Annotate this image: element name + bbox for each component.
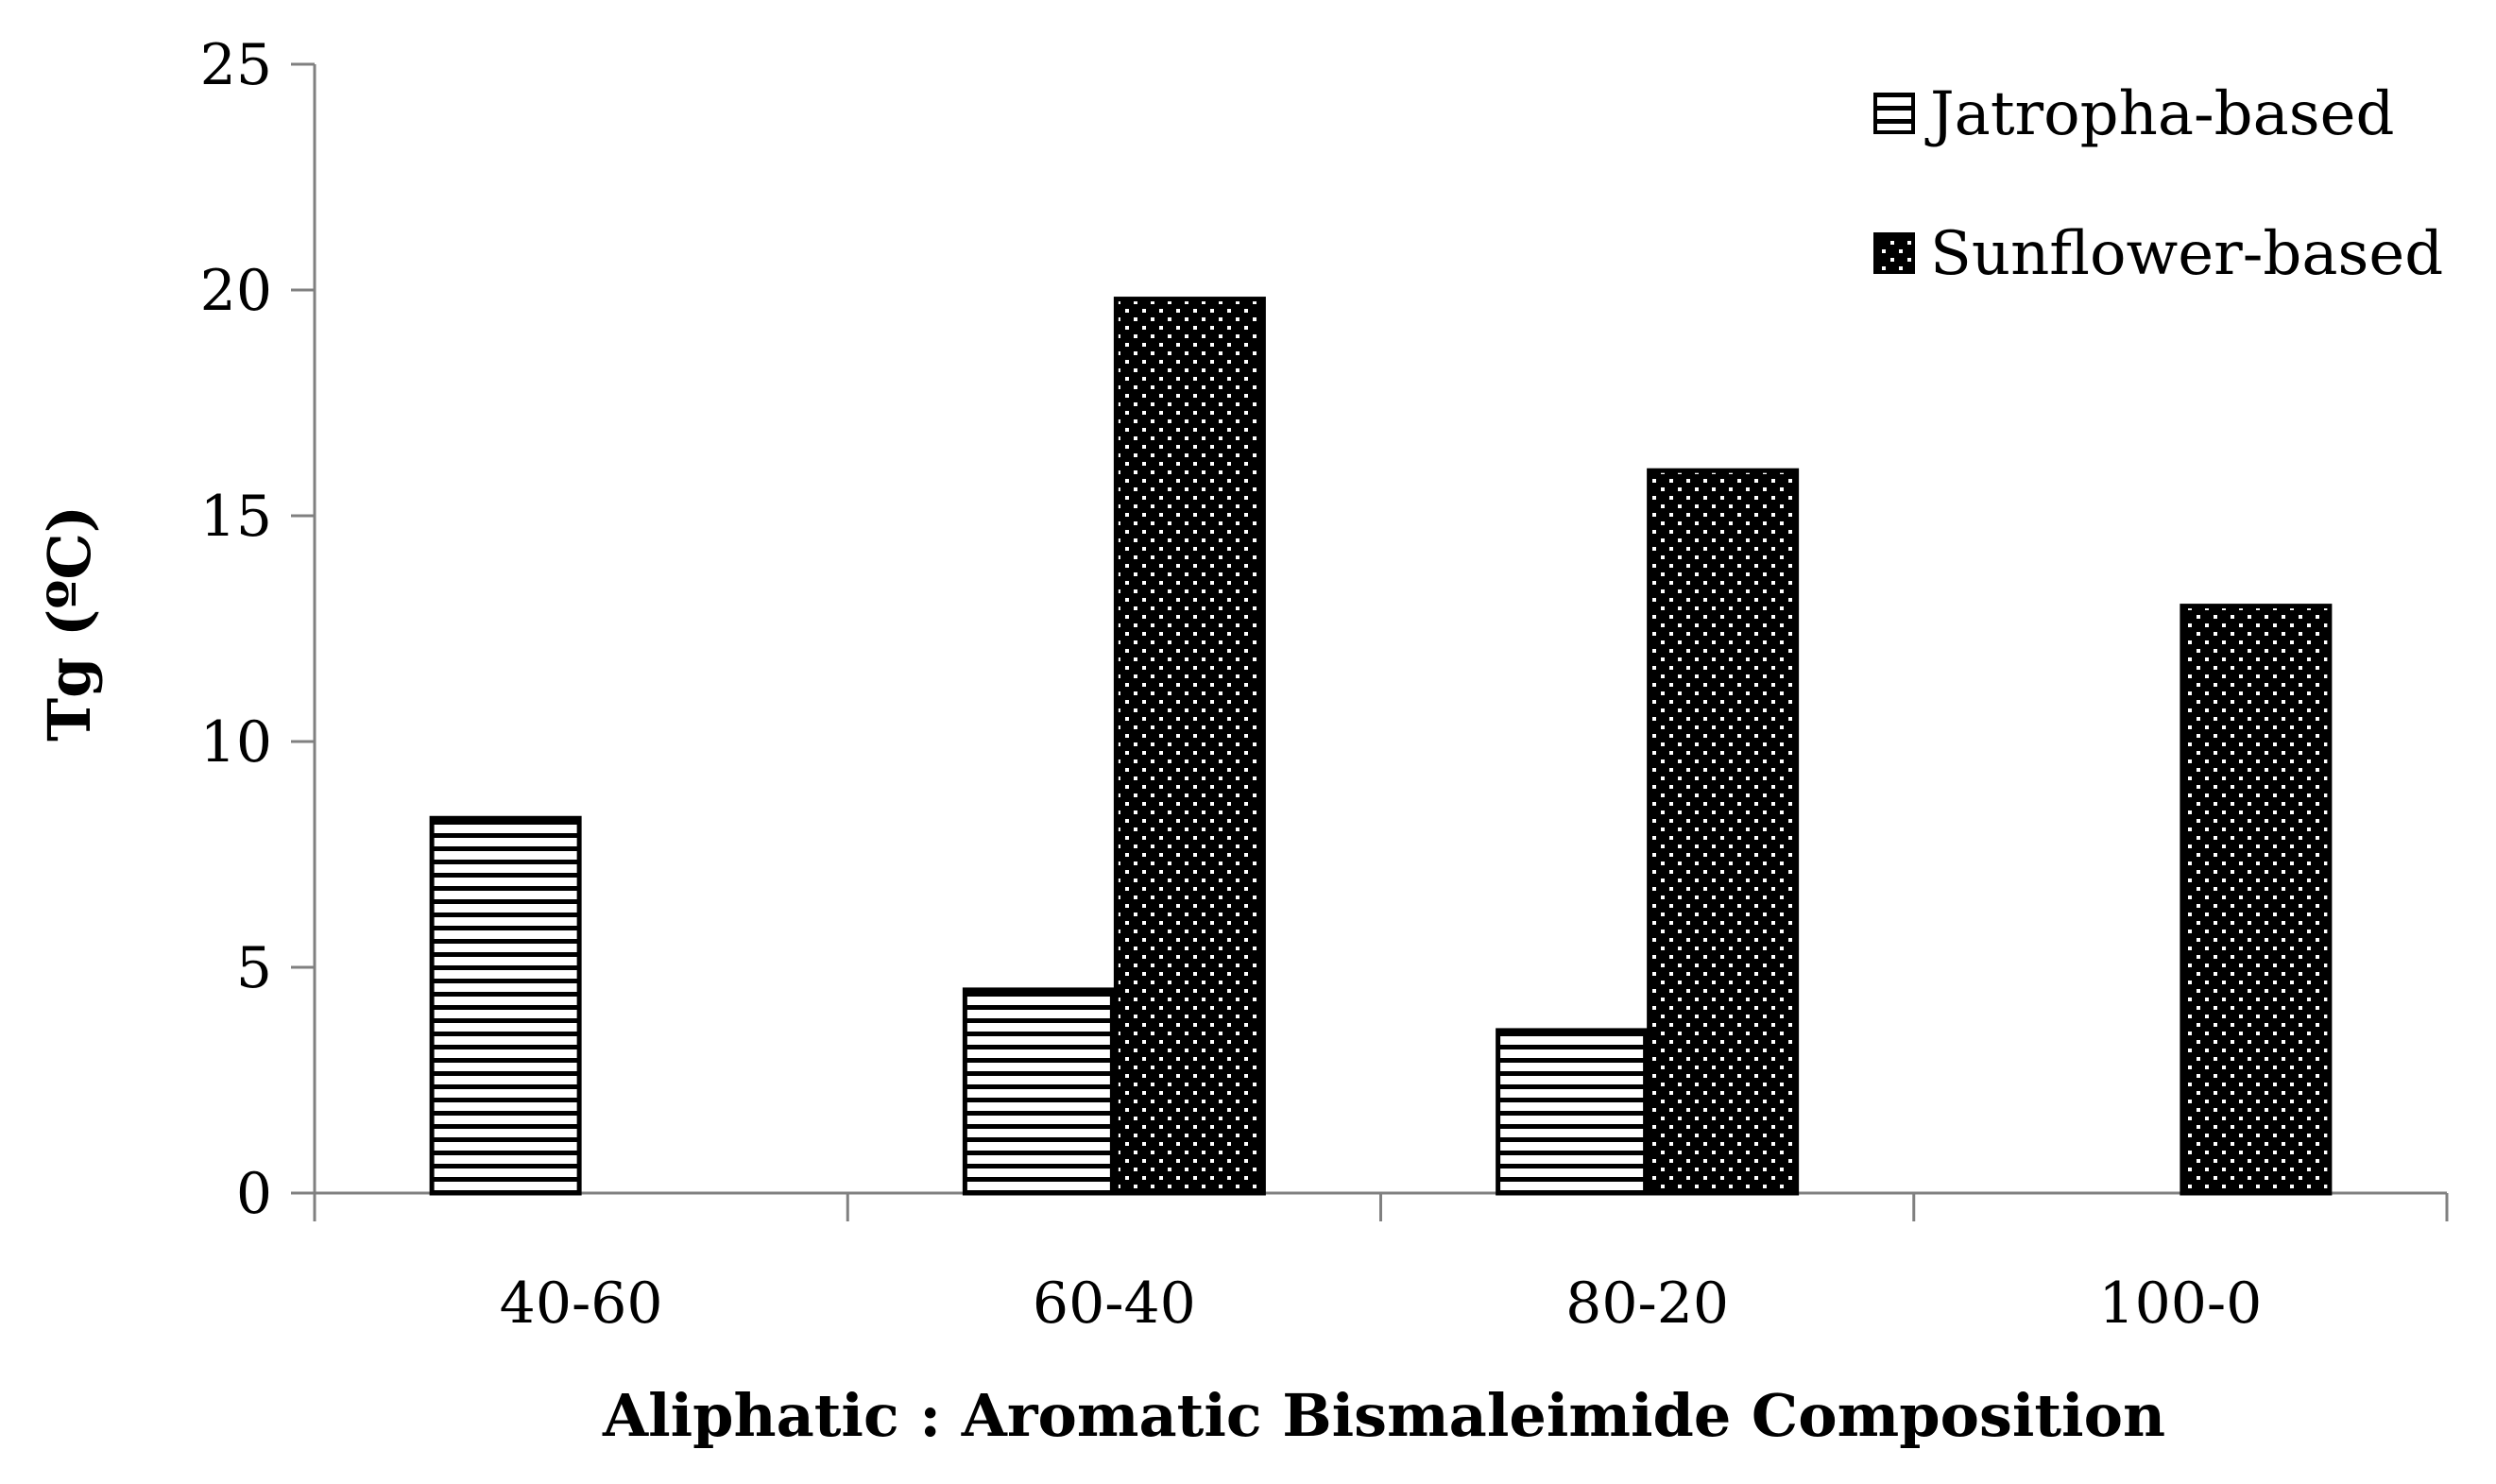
- legend: Jatropha-based Sunflower-based: [1873, 79, 2443, 289]
- x-tick-label: 100-0: [2098, 1271, 2262, 1337]
- y-tick-label: 15: [200, 484, 272, 550]
- legend-swatch-sunflower: [1873, 232, 1915, 274]
- x-tick-label: 80-20: [1565, 1271, 1729, 1337]
- bars: [429, 297, 2333, 1196]
- y-axis-title: Tg (ºC): [35, 505, 104, 742]
- bar-jatropha-based-80-20: [1496, 1028, 1649, 1196]
- legend-swatch-jatropha: [1873, 93, 1915, 134]
- legend-label-sunflower: Sunflower-based: [1930, 219, 2443, 289]
- x-tick-label: 60-40: [1033, 1271, 1196, 1337]
- y-tick-label: 10: [200, 709, 272, 776]
- bar-jatropha-based-60-40: [962, 987, 1115, 1196]
- bar-sunflower-based-100-0: [2180, 604, 2333, 1196]
- axes: [291, 62, 2449, 1221]
- y-tick-label: 5: [236, 935, 272, 1001]
- x-axis-title: Aliphatic : Aromatic Bismaleimide Compos…: [602, 1381, 2165, 1450]
- y-tick-label: 0: [236, 1161, 272, 1227]
- y-tick-label: 25: [200, 32, 272, 98]
- x-tick-label: 40-60: [500, 1271, 663, 1337]
- bar-sunflower-based-80-20: [1647, 468, 1800, 1196]
- y-tick-label: 20: [200, 258, 272, 324]
- bar-jatropha-based-40-60: [429, 815, 582, 1196]
- legend-label-jatropha: Jatropha-based: [1924, 79, 2394, 149]
- bar-sunflower-based-60-40: [1113, 297, 1266, 1196]
- tick-labels: 0 5 10 15 20 25 40-60 60-40 80-20 100-0: [200, 32, 2263, 1337]
